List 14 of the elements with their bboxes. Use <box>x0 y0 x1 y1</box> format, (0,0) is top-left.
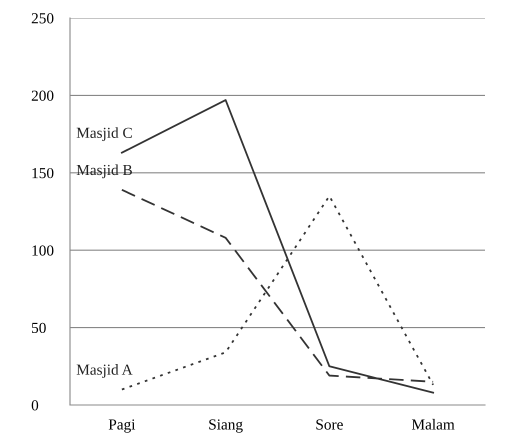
series-label: Masjid A <box>76 364 133 378</box>
y-tick-label: 100 <box>32 245 54 256</box>
y-tick-label: 200 <box>32 90 54 101</box>
y-tick-label: 0 <box>32 400 38 410</box>
x-tick-label: Malam <box>412 418 455 430</box>
y-tick-label: 150 <box>32 168 54 178</box>
x-tick-label: Siang <box>209 419 243 433</box>
series-label: Masjid B <box>76 164 132 178</box>
y-tick-label: 250 <box>32 13 54 24</box>
y-tick-label: 50 <box>32 322 46 334</box>
line-series <box>120 99 434 394</box>
x-tick-label: Pagi <box>108 419 136 433</box>
x-tick-label: Sore <box>316 419 343 430</box>
series-label: Masjid C <box>76 127 132 142</box>
